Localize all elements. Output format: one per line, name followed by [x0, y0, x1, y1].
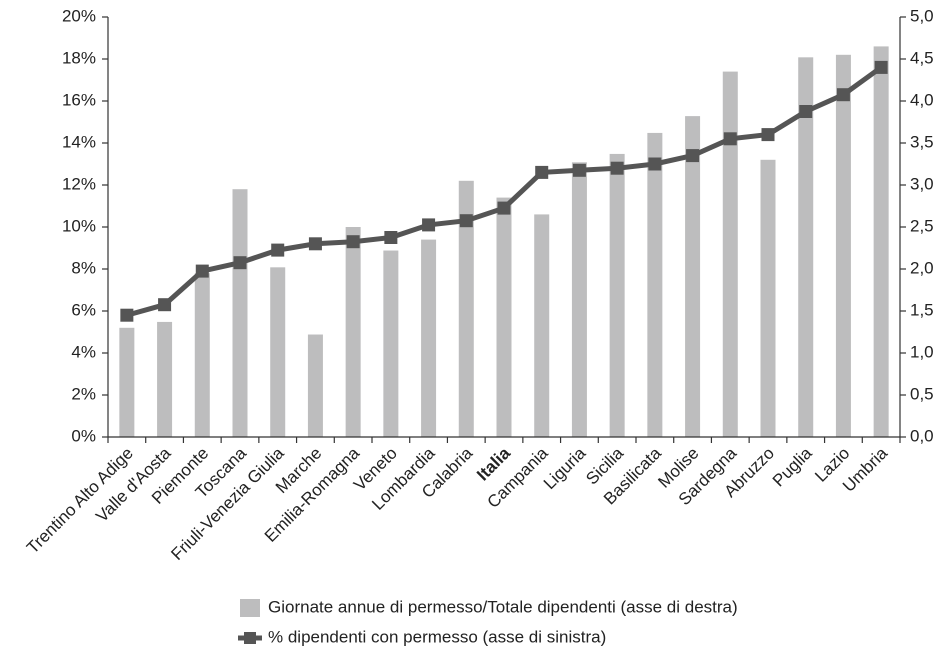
y2-tick-label: 4,5: [910, 48, 934, 67]
bar: [722, 71, 738, 437]
y-tick-label: 14%: [62, 132, 96, 151]
marker: [233, 256, 247, 270]
bar: [685, 116, 701, 438]
y2-tick-label: 3,0: [910, 174, 934, 193]
marker: [799, 105, 813, 118]
x-tick-label: Liguria: [540, 443, 590, 493]
bar: [647, 132, 663, 438]
y2-tick-label: 4,0: [910, 90, 934, 109]
y-tick-label: 18%: [62, 48, 96, 67]
marker: [422, 218, 436, 232]
y2-tick-label: 2,5: [910, 216, 934, 235]
y-tick-label: 16%: [62, 90, 96, 109]
bar: [496, 197, 512, 437]
legend-swatch: [240, 599, 260, 617]
bar: [609, 153, 625, 438]
x-tick-label: Puglia: [769, 443, 816, 490]
y2-tick-label: 0,5: [910, 384, 934, 403]
bar: [798, 57, 814, 437]
marker: [535, 165, 549, 179]
y-tick-label: 12%: [62, 174, 96, 193]
y-tick-label: 0%: [71, 426, 96, 445]
marker: [572, 163, 586, 177]
bar: [194, 273, 210, 437]
y2-tick-label: 5,0: [910, 6, 934, 25]
marker: [723, 132, 737, 146]
bar: [534, 214, 550, 437]
marker: [761, 128, 775, 142]
y-tick-label: 8%: [71, 258, 96, 277]
marker: [648, 157, 662, 171]
legend-label: % dipendenti con permesso (asse di sinis…: [268, 627, 606, 646]
bar: [307, 334, 323, 437]
marker: [195, 264, 209, 278]
bar: [421, 239, 437, 437]
marker: [384, 231, 398, 244]
y2-tick-label: 1,5: [910, 300, 934, 319]
marker: [459, 214, 473, 228]
marker: [836, 88, 850, 102]
legend-label: Giornate annue di permesso/Totale dipend…: [268, 597, 738, 616]
y-tick-label: 6%: [71, 300, 96, 319]
y2-tick-label: 2,0: [910, 258, 934, 277]
bar: [345, 227, 361, 437]
bar: [383, 250, 399, 437]
bar: [835, 54, 851, 438]
legend-swatch: [244, 632, 256, 644]
marker: [346, 235, 360, 249]
marker: [120, 308, 134, 322]
marker: [686, 149, 700, 163]
y2-tick-label: 1,0: [910, 342, 934, 361]
marker: [308, 237, 322, 251]
marker: [271, 243, 285, 257]
bar: [119, 327, 135, 437]
y2-tick-label: 3,5: [910, 132, 934, 151]
y2-tick-label: 0,0: [910, 426, 934, 445]
marker: [158, 298, 172, 312]
bar: [458, 180, 474, 438]
marker: [497, 201, 511, 215]
bar: [270, 267, 286, 437]
bar: [157, 321, 173, 437]
bar: [232, 189, 248, 437]
marker: [874, 60, 888, 74]
bar: [571, 162, 587, 437]
marker: [610, 161, 624, 175]
bar: [873, 46, 889, 438]
bar: [760, 159, 776, 438]
y-tick-label: 2%: [71, 384, 96, 403]
y-tick-label: 10%: [62, 216, 96, 235]
y-tick-label: 20%: [62, 6, 96, 25]
y-tick-label: 4%: [71, 342, 96, 361]
